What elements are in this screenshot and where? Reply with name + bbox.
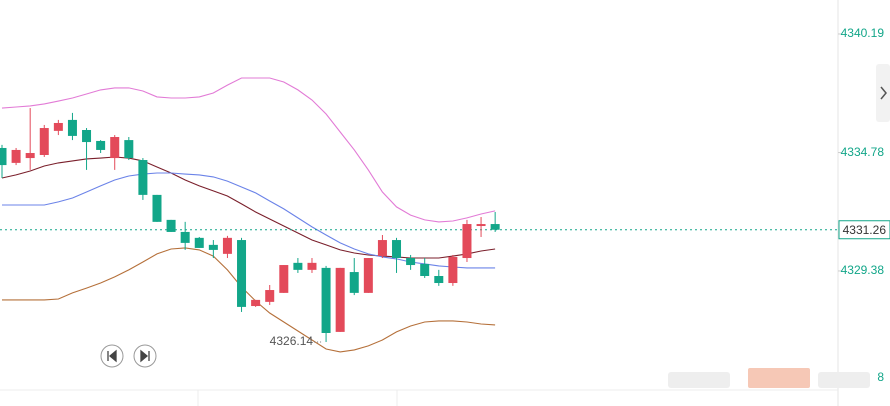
candle-body	[152, 194, 162, 222]
prev-icon	[107, 349, 117, 363]
candle-body	[251, 299, 261, 307]
candle-body	[377, 240, 387, 257]
candle-body	[67, 119, 77, 136]
y-tick-label: 4329.38	[841, 263, 885, 277]
candle-body	[335, 267, 345, 332]
candle-body	[237, 240, 247, 307]
candle-body	[448, 256, 458, 284]
candle-body	[138, 160, 148, 195]
next-icon	[140, 349, 150, 363]
candle-body	[279, 265, 289, 293]
candle-body	[307, 262, 317, 270]
candle-body	[53, 122, 63, 131]
candle-body	[124, 140, 134, 159]
candle-body	[166, 219, 176, 232]
candle-body	[110, 137, 120, 159]
indicator-line	[2, 172, 496, 269]
candle-body	[180, 231, 190, 243]
toolbar-item[interactable]	[748, 368, 810, 388]
indicator-line	[1, 77, 496, 223]
candle-body	[82, 129, 92, 143]
candle-body	[363, 258, 373, 293]
candle-body	[11, 149, 21, 163]
side-toggle-bg	[876, 64, 890, 122]
candle-body	[406, 258, 416, 266]
indicator-line	[2, 247, 496, 353]
candle-body	[96, 140, 106, 150]
current-price-label: 4331.26	[843, 223, 887, 237]
candle-body	[349, 272, 359, 293]
candle-body	[321, 267, 331, 333]
candle-body	[293, 262, 303, 270]
candle-body	[476, 224, 486, 227]
candle-body	[490, 224, 500, 230]
low-label: 4326.14	[270, 334, 314, 348]
side-toggle-icon	[880, 86, 887, 100]
current-price-box	[838, 220, 890, 240]
y-tick-label: 8	[877, 370, 884, 384]
candle-body	[265, 290, 275, 302]
candle-body	[420, 263, 430, 277]
toolbar-item[interactable]	[668, 372, 730, 388]
side-toggle[interactable]	[876, 64, 890, 122]
candle-body	[392, 240, 402, 259]
candle-body	[462, 224, 472, 259]
next-button[interactable]	[133, 344, 157, 368]
candle-body	[194, 237, 204, 248]
candle-body	[39, 128, 49, 155]
candle-body	[0, 147, 7, 166]
candle-body	[208, 244, 218, 250]
candle-body	[25, 153, 35, 159]
candle-body	[222, 237, 232, 254]
prev-button[interactable]	[100, 344, 124, 368]
y-tick-label: 4340.19	[841, 26, 885, 40]
y-tick-label: 4334.78	[841, 145, 885, 159]
candle-body	[434, 276, 444, 284]
indicator-line	[1, 156, 496, 259]
toolbar-item[interactable]	[818, 372, 870, 388]
bottom-toolbar	[668, 368, 870, 388]
